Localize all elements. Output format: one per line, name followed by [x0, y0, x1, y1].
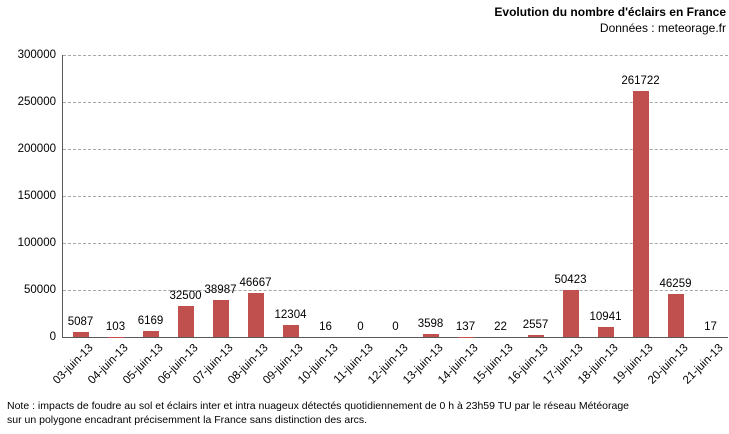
bar-column: 2557: [518, 55, 553, 337]
note-line-1: Note : impacts de foudre au sol et éclai…: [7, 400, 630, 412]
bar-column: 16: [308, 55, 343, 337]
bar: [72, 332, 89, 337]
bar-value-label: 38987: [204, 284, 237, 297]
bar-value-label: 22: [494, 320, 507, 333]
bar: [597, 326, 614, 337]
note-line-2: sur un polygone encadrant précisemment l…: [7, 414, 368, 426]
y-tick-label: 200000: [17, 143, 56, 156]
bar-column: 3598: [413, 55, 448, 337]
bar-column: 50423: [553, 55, 588, 337]
y-tick-label: 50000: [24, 284, 56, 297]
bar-column: 137: [448, 55, 483, 337]
bar-value-label: 2557: [522, 318, 549, 331]
bar-value-label: 5087: [67, 316, 94, 329]
bar-column: 5087: [63, 55, 98, 337]
grid-layer: [63, 55, 728, 337]
bar-value-label: 103: [105, 320, 126, 333]
plot-area: 5087 103 6169 32500 38987 46667 12304 16 0 0 3598 1…: [62, 55, 728, 338]
bar-column: 261722: [621, 55, 660, 337]
bar-column: 6169: [133, 55, 168, 337]
bar-column: 0: [378, 55, 413, 337]
bar-value-label: 6169: [137, 315, 164, 328]
bar-value-label: 46259: [659, 277, 692, 290]
bar-value-label: 261722: [621, 74, 660, 87]
x-axis-labels: 03-juin-13 04-juin-13 05-juin-13 06-juin-13…: [51, 338, 727, 396]
bar: [247, 293, 264, 337]
bar-value-label: 0: [392, 321, 399, 333]
bar-value-label: 46667: [239, 277, 272, 290]
gridline: [63, 102, 728, 103]
bar-column: 12304: [273, 55, 308, 337]
bar: [527, 334, 544, 337]
bar-value-label: 137: [455, 320, 476, 333]
bar-column: 38987: [203, 55, 238, 337]
gridline: [63, 243, 728, 245]
bar-value-label: 3598: [417, 317, 444, 330]
chart-title: Evolution du nombre d'éclairs en France: [494, 5, 726, 19]
chart-header: Evolution du nombre d'éclairs en France …: [494, 4, 726, 36]
bar: [212, 300, 229, 337]
y-tick-label: 100000: [17, 237, 56, 250]
bar: [667, 293, 684, 337]
bar-value-label: 16: [319, 321, 332, 333]
y-tick-label: 250000: [17, 96, 56, 108]
gridline: [63, 149, 728, 151]
bar-column: 46259: [658, 55, 693, 337]
bar-column: 10941: [588, 55, 623, 337]
y-tick-label: 0: [49, 331, 56, 343]
bar-column: 32500: [168, 55, 203, 337]
chart-subtitle: Données : meteorage.fr: [599, 21, 726, 35]
note: Note : impacts de foudre au sol et éclai…: [7, 399, 629, 427]
bar-column: 22: [483, 55, 518, 337]
bar-value-label: 12304: [274, 309, 307, 322]
bar-value-label: 50423: [554, 273, 587, 286]
bar: [632, 90, 649, 337]
y-tick-label: 150000: [17, 190, 56, 202]
bar-value-label: 32500: [169, 290, 202, 303]
bar: [142, 331, 159, 337]
bar-column: 17: [693, 55, 728, 337]
gridline: [63, 290, 728, 292]
y-axis: 0 50000 100000 150000 200000 250000 300000: [0, 49, 56, 343]
bar: [282, 325, 299, 337]
bar-value-label: 10941: [589, 310, 622, 323]
gridline: [63, 55, 728, 56]
bar-column: 103: [98, 55, 133, 337]
bar-column: 0: [343, 55, 378, 337]
gridline: [63, 196, 728, 197]
bar: [177, 306, 194, 337]
bar: [562, 289, 579, 337]
bar-value-label: 17: [704, 320, 717, 333]
bar: [422, 333, 439, 337]
bars-layer: 5087 103 6169 32500 38987 46667 12304 16 0 0 3598 1…: [63, 55, 728, 337]
bar-column: 46667: [238, 55, 273, 337]
bar-value-label: 0: [357, 321, 364, 333]
y-tick-label: 300000: [17, 49, 56, 61]
